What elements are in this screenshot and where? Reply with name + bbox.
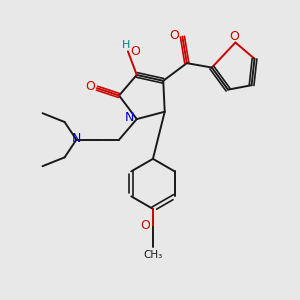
Text: O: O (169, 29, 179, 42)
Text: H: H (122, 40, 130, 50)
Text: N: N (125, 111, 134, 124)
Text: O: O (130, 45, 140, 58)
Text: O: O (229, 29, 239, 43)
Text: N: N (72, 132, 81, 145)
Text: O: O (85, 80, 95, 93)
Text: O: O (140, 220, 150, 232)
Text: CH₃: CH₃ (143, 250, 163, 260)
